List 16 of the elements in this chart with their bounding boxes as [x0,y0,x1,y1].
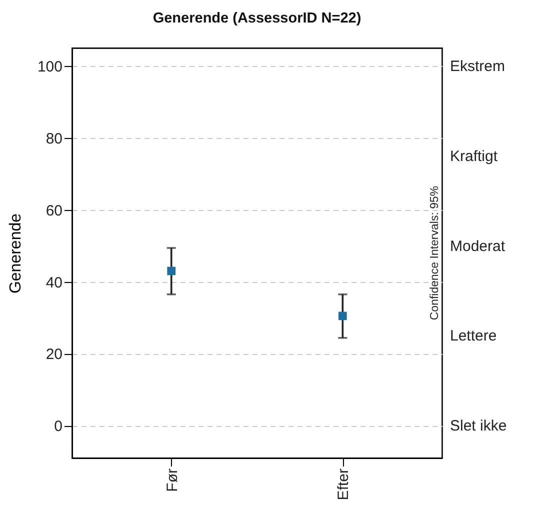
text: Lettere [450,328,497,345]
annotation: Confidence Intervals: 95% [429,186,441,320]
x-tick-label: Efter [335,468,352,500]
y-tick-label: 40 [46,274,62,292]
y-tick-label: 20 [46,346,62,364]
chart-title: Generende (AssessorID N=22) [152,10,362,26]
y-tick-label: 0 [54,418,62,436]
text: Ekstrem [450,58,506,75]
text: Slet ikke [450,418,507,435]
x-tick-label: Før [164,468,181,492]
y-tick-label: 80 [46,130,62,148]
y-axis-title: Generende [7,213,24,294]
y-tick-label: 60 [46,202,62,220]
text: Moderat [450,238,506,255]
text: Kraftigt [450,148,498,165]
y-tick-label: 100 [37,58,62,76]
